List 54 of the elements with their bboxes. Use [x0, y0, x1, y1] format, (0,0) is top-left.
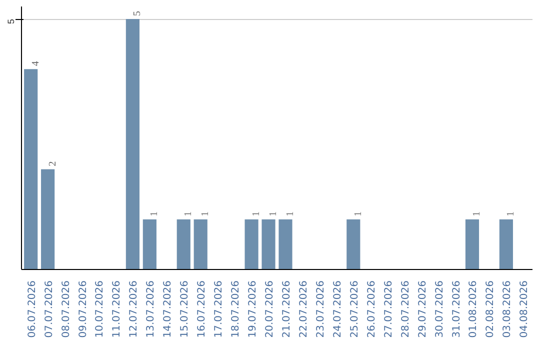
x-tick-label: 28.07.2026 [400, 280, 412, 338]
bar [278, 219, 292, 270]
x-tick-label: 04.08.2026 [519, 280, 530, 338]
bar [24, 69, 38, 270]
data-label: 1 [268, 211, 280, 216]
x-tick-label: 09.07.2026 [78, 280, 89, 338]
bar [465, 219, 480, 270]
x-tick-label: 15.07.2026 [180, 280, 191, 338]
x-tick-label: 14.07.2026 [162, 280, 174, 338]
x-tick-label: 08.07.2026 [60, 280, 72, 338]
bar [499, 219, 513, 270]
x-tick-label: 13.07.2026 [146, 280, 157, 338]
x-tick-label: 31.07.2026 [451, 280, 462, 338]
x-tick-label: 01.08.2026 [468, 280, 480, 338]
x-tick-label: 23.07.2026 [315, 280, 326, 338]
data-label: 1 [183, 211, 194, 216]
x-tick-label: 11.07.2026 [112, 280, 123, 338]
x-tick-label: 18.07.2026 [230, 280, 242, 338]
x-tick-label: 10.07.2026 [94, 280, 106, 338]
bar [142, 219, 156, 270]
data-label: 4 [30, 61, 42, 66]
bar [194, 219, 208, 270]
x-tick-label: 02.08.2026 [485, 280, 496, 338]
x-tick-label: 07.07.2026 [44, 280, 55, 338]
bar [244, 219, 258, 270]
bar [346, 219, 360, 270]
x-tick-label: 12.07.2026 [128, 280, 140, 338]
bar [126, 19, 140, 270]
data-label: 2 [47, 161, 58, 166]
x-tick-label: 26.07.2026 [366, 280, 378, 338]
x-tick-label: 29.07.2026 [417, 280, 428, 338]
x-tick-label: 25.07.2026 [349, 280, 360, 338]
bar [262, 219, 276, 270]
x-tick-label: 24.07.2026 [332, 280, 344, 338]
data-label: 1 [251, 211, 262, 216]
x-tick-label: 03.08.2026 [502, 280, 514, 338]
data-label: 1 [472, 211, 483, 216]
data-label: 5 [132, 11, 144, 16]
x-tick-label: 16.07.2026 [196, 280, 208, 338]
bar [41, 169, 55, 270]
data-label: 1 [506, 211, 517, 216]
x-tick-label: 21.07.2026 [281, 280, 292, 338]
data-label: 1 [200, 211, 212, 216]
data-label: 1 [284, 211, 296, 216]
x-tick-label: 17.07.2026 [214, 280, 225, 338]
x-tick-label: 20.07.2026 [264, 280, 276, 338]
x-tick-label: 30.07.2026 [434, 280, 446, 338]
x-tick-label: 22.07.2026 [298, 280, 310, 338]
x-tick-label: 27.07.2026 [383, 280, 394, 338]
x-tick-label: 19.07.2026 [248, 280, 259, 338]
x-tick-label: 06.07.2026 [26, 280, 38, 338]
data-label: 1 [352, 211, 364, 216]
data-label: 1 [149, 211, 160, 216]
bar [176, 219, 190, 270]
